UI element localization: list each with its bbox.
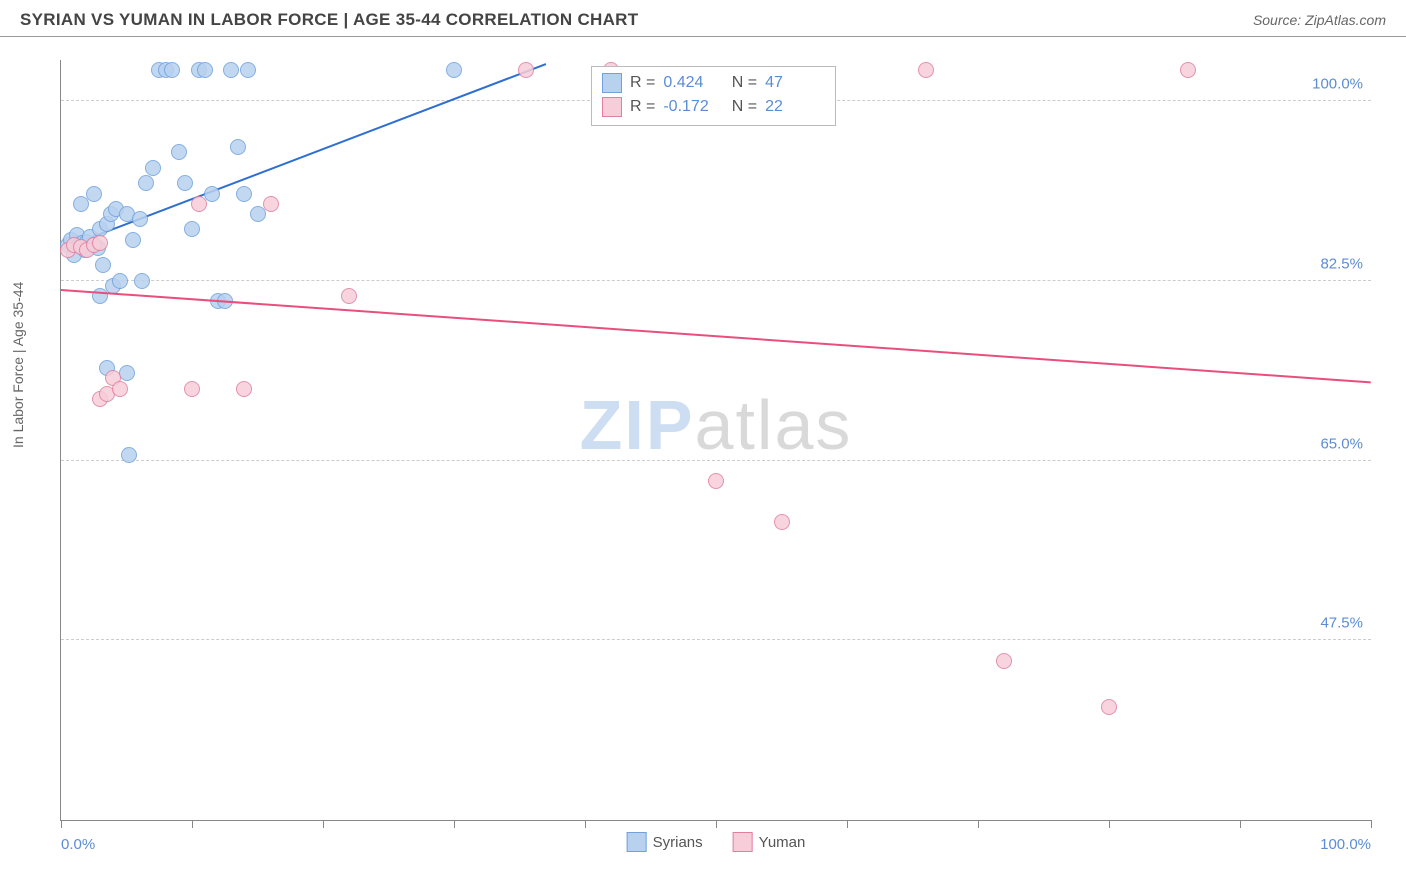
data-point <box>164 62 180 78</box>
data-point <box>341 288 357 304</box>
x-tick <box>1109 820 1110 828</box>
stat-r-label: R = <box>630 98 655 116</box>
data-point <box>134 273 150 289</box>
stat-r-value: 0.424 <box>663 74 719 92</box>
stat-n-label: N = <box>727 98 757 116</box>
x-tick <box>192 820 193 828</box>
trend-line <box>61 289 1371 383</box>
x-tick <box>61 820 62 828</box>
stats-row: R = 0.424 N = 47 <box>602 71 821 95</box>
x-tick <box>1240 820 1241 828</box>
stats-row: R = -0.172 N = 22 <box>602 95 821 119</box>
series-swatch <box>602 97 622 117</box>
data-point <box>191 196 207 212</box>
y-tick-label: 82.5% <box>1320 255 1363 272</box>
legend-item: Syrians <box>627 832 703 852</box>
data-point <box>518 62 534 78</box>
data-point <box>121 447 137 463</box>
data-point <box>1101 699 1117 715</box>
data-point <box>230 139 246 155</box>
data-point <box>918 62 934 78</box>
data-point <box>184 221 200 237</box>
chart-title: SYRIAN VS YUMAN IN LABOR FORCE | AGE 35-… <box>20 10 638 30</box>
stat-n-value: 22 <box>765 98 821 116</box>
legend-item: Yuman <box>733 832 806 852</box>
data-point <box>138 175 154 191</box>
data-point <box>236 381 252 397</box>
data-point <box>996 653 1012 669</box>
watermark-part2: atlas <box>695 386 853 464</box>
y-axis-label: In Labor Force | Age 35-44 <box>10 282 26 448</box>
data-point <box>112 273 128 289</box>
x-tick <box>978 820 979 828</box>
data-point <box>112 381 128 397</box>
x-tick <box>847 820 848 828</box>
legend-label: Syrians <box>653 834 703 851</box>
stat-r-label: R = <box>630 74 655 92</box>
data-point <box>145 160 161 176</box>
gridline-h <box>61 639 1371 640</box>
stats-box: R = 0.424 N = 47 R = -0.172 N = 22 <box>591 66 836 126</box>
data-point <box>236 186 252 202</box>
series-swatch <box>602 73 622 93</box>
data-point <box>184 381 200 397</box>
data-point <box>708 473 724 489</box>
y-tick-label: 47.5% <box>1320 615 1363 632</box>
data-point <box>240 62 256 78</box>
data-point <box>125 232 141 248</box>
data-point <box>73 196 89 212</box>
data-point <box>92 235 108 251</box>
title-bar: SYRIAN VS YUMAN IN LABOR FORCE | AGE 35-… <box>0 0 1406 37</box>
x-tick <box>585 820 586 828</box>
bottom-legend: Syrians Yuman <box>627 832 806 852</box>
y-tick-label: 100.0% <box>1312 76 1363 93</box>
stat-r-value: -0.172 <box>663 98 719 116</box>
data-point <box>204 186 220 202</box>
x-tick <box>716 820 717 828</box>
chart-area: In Labor Force | Age 35-44 ZIPatlas 47.5… <box>20 48 1386 878</box>
gridline-h <box>61 460 1371 461</box>
data-point <box>171 144 187 160</box>
data-point <box>197 62 213 78</box>
x-tick <box>454 820 455 828</box>
stat-n-value: 47 <box>765 74 821 92</box>
plot-area: ZIPatlas 47.5%65.0%82.5%100.0%0.0%100.0%… <box>60 60 1371 821</box>
source-label: Source: ZipAtlas.com <box>1253 12 1386 28</box>
data-point <box>774 514 790 530</box>
y-tick-label: 65.0% <box>1320 435 1363 452</box>
gridline-h <box>61 280 1371 281</box>
legend-swatch <box>733 832 753 852</box>
x-tick <box>1371 820 1372 828</box>
data-point <box>446 62 462 78</box>
data-point <box>263 196 279 212</box>
x-tick <box>323 820 324 828</box>
x-tick-label: 100.0% <box>1320 836 1371 853</box>
watermark: ZIPatlas <box>580 385 853 465</box>
data-point <box>177 175 193 191</box>
x-tick-label: 0.0% <box>61 836 95 853</box>
stat-n-label: N = <box>727 74 757 92</box>
data-point <box>86 186 102 202</box>
legend-label: Yuman <box>759 834 806 851</box>
data-point <box>1180 62 1196 78</box>
data-point <box>132 211 148 227</box>
data-point <box>223 62 239 78</box>
legend-swatch <box>627 832 647 852</box>
data-point <box>95 257 111 273</box>
watermark-part1: ZIP <box>580 386 695 464</box>
